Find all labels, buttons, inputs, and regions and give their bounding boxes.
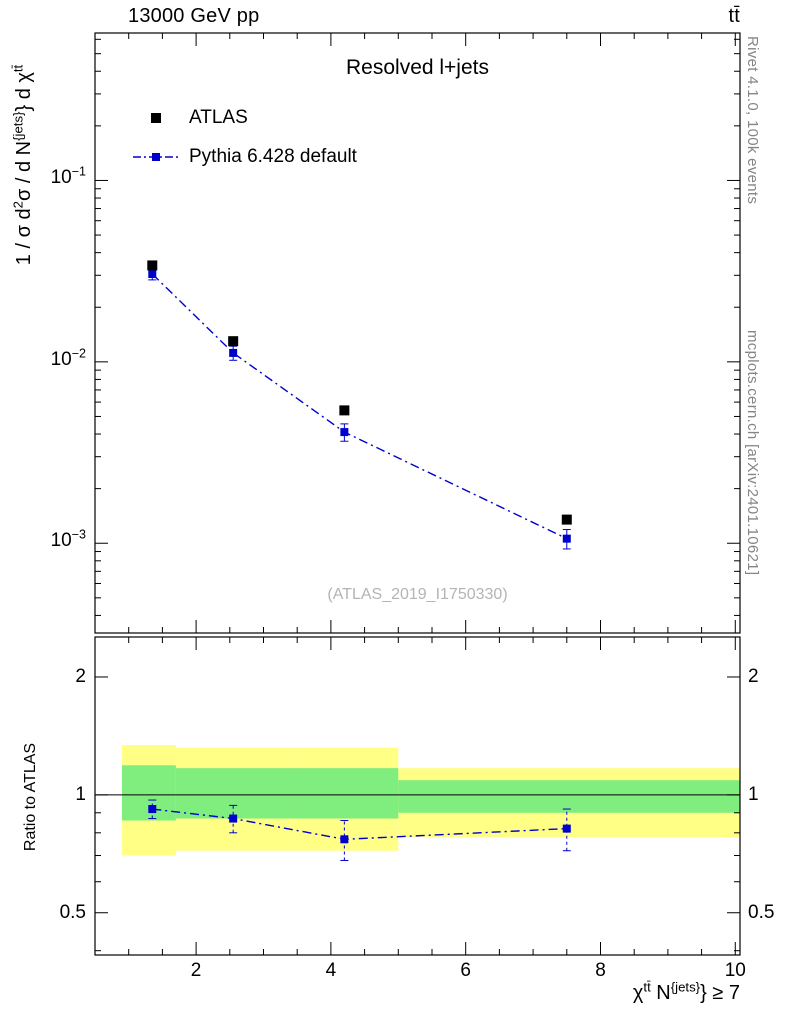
- x-tick-label: 10: [724, 960, 746, 981]
- panel-frames: [94, 32, 741, 956]
- pythia-line-icon: [132, 150, 180, 164]
- atlas-marker-icon: [132, 111, 180, 125]
- main-y-tick-label: 10−3: [50, 527, 86, 552]
- ratio-y-tick-label-right: 0.5: [748, 901, 775, 923]
- ratio-y-tick-label-right: 2: [748, 665, 759, 687]
- pythia-series-main: [148, 268, 571, 550]
- legend-label-pythia: Pythia 6.428 default: [189, 145, 357, 167]
- plot-title: Resolved l+jets: [346, 56, 489, 79]
- beam-energy-label: 13000 GeV pp: [128, 5, 260, 27]
- main-y-tick-label: 10−2: [50, 346, 86, 370]
- legend: ATLAS Pythia 6.428 default: [132, 98, 357, 176]
- legend-label-atlas: ATLAS: [189, 106, 248, 128]
- legend-item-atlas: ATLAS: [132, 98, 357, 137]
- x-tick-label: 4: [325, 960, 337, 981]
- x-tick-label: 8: [595, 960, 606, 981]
- ratio-y-tick-label-right: 1: [748, 783, 759, 805]
- x-axis-label: χtt̄ N{jets}} ≥ 7: [632, 979, 740, 1004]
- legend-item-pythia: Pythia 6.428 default: [132, 137, 357, 176]
- analysis-watermark: (ATLAS_2019_I1750330): [327, 586, 508, 603]
- main-y-tick-label: 10−1: [50, 165, 86, 189]
- uncertainty-bands: [121, 745, 740, 856]
- x-tick-label: 2: [190, 960, 202, 981]
- ratio-y-tick-label-left: 2: [75, 665, 86, 687]
- mcplots-arxiv-note: mcplots.cern.ch [arXiv:2401.10621]: [744, 330, 761, 576]
- axis-ticks: [95, 33, 740, 955]
- ratio-y-tick-label-left: 0.5: [59, 901, 86, 923]
- rivet-version-note: Rivet 4.1.0, 100k events: [744, 36, 761, 205]
- pythia-series-ratio: [148, 799, 571, 861]
- ratio-y-tick-label-left: 1: [75, 783, 86, 805]
- x-tick-label: 6: [460, 960, 471, 981]
- process-label: tt̄: [728, 5, 740, 27]
- atlas-series-main: [147, 260, 572, 525]
